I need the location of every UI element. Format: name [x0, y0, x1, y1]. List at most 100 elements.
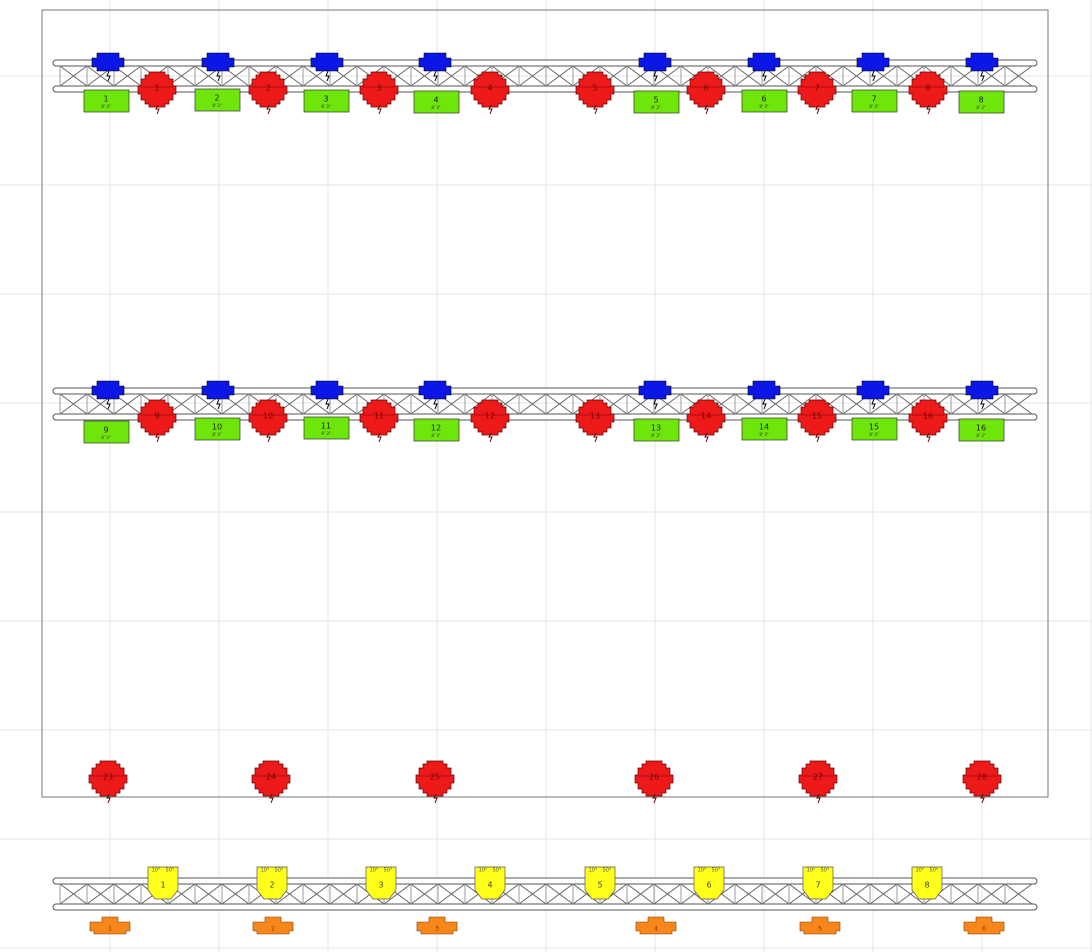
- orange-fixture: 2: [252, 916, 294, 935]
- tag-box: [633, 90, 680, 114]
- beam-angle: 10°: [589, 868, 598, 874]
- truss-brace: [896, 65, 925, 87]
- power-symbol: [816, 793, 821, 804]
- fixture-number: 1: [160, 881, 165, 890]
- fixture-number: 2: [271, 926, 275, 933]
- truss-brace: [545, 883, 574, 905]
- fixture-body: [310, 380, 344, 400]
- blue-fixture: [201, 380, 235, 410]
- tag-sub: 8' 3": [101, 435, 110, 440]
- truss-brace: [275, 883, 304, 905]
- power-symbol: [106, 398, 111, 410]
- fixture-number: 26: [649, 773, 659, 782]
- truss-brace: [653, 65, 682, 87]
- fixture-body: [965, 52, 999, 72]
- fixture-number: 4: [654, 926, 658, 933]
- fixture-body: [137, 399, 177, 436]
- blue-fixture: [91, 380, 125, 410]
- fixture-number: 3: [435, 926, 439, 933]
- fixture-body: [91, 52, 125, 72]
- fixture-body: [418, 52, 452, 72]
- tag-sub: 8' 3": [431, 105, 440, 110]
- truss-brace: [896, 393, 925, 415]
- tag-box: [741, 89, 788, 113]
- tag-label: 10: [212, 423, 222, 432]
- red-fixture: 10: [248, 399, 288, 443]
- truss-brace: [545, 65, 574, 87]
- channel-tag: 48' 3": [413, 90, 460, 114]
- orange-fixture: 6: [963, 916, 1005, 935]
- fixture-number: 1: [108, 926, 112, 933]
- field-angle: 50°: [384, 868, 393, 874]
- yellow-fixture: 10° 50° 1: [147, 866, 179, 900]
- fixture-number: 24: [266, 773, 276, 782]
- power-symbol: [815, 104, 820, 115]
- tag-label: 14: [759, 423, 769, 432]
- fixture-number: 3: [376, 84, 381, 93]
- truss-brace: [113, 883, 142, 905]
- power-symbol: [377, 432, 382, 443]
- channel-tag: 128' 3": [413, 418, 460, 442]
- truss-brace: [734, 883, 763, 905]
- truss-rail: [52, 59, 1038, 67]
- yellow-fixture: 10° 50° 4: [474, 866, 506, 900]
- red-fixture: 3: [359, 71, 399, 115]
- power-symbol: [488, 104, 493, 115]
- fixture-body: [693, 866, 725, 900]
- fixture-body: [248, 71, 288, 108]
- truss-brace: [545, 393, 574, 415]
- fixture-body: [575, 71, 615, 108]
- fixture-body: [584, 866, 616, 900]
- truss-brace: [221, 883, 250, 905]
- truss-brace: [59, 883, 88, 905]
- truss-brace: [221, 393, 250, 415]
- truss-brace: [221, 65, 250, 87]
- truss: [52, 387, 1038, 421]
- blue-fixture: [965, 380, 999, 410]
- tag-sub: 8' 3": [321, 431, 330, 436]
- power-symbol: [652, 793, 657, 804]
- power-symbol: [433, 398, 438, 410]
- power-symbol: [325, 398, 330, 410]
- fixture-body: [474, 866, 506, 900]
- power-symbol: [653, 398, 658, 410]
- fixture-number: 10: [263, 412, 273, 421]
- field-angle: 50°: [275, 868, 284, 874]
- fixture-body: [137, 71, 177, 108]
- tag-sub: 8' 3": [651, 105, 660, 110]
- red-fixture: 1: [137, 71, 177, 115]
- truss-brace: [653, 883, 682, 905]
- fixture-body: [88, 760, 128, 797]
- truss-brace: [1004, 883, 1033, 905]
- power-symbol: [762, 70, 767, 82]
- channel-tag: 138' 3": [633, 418, 680, 442]
- fixture-number: 27: [813, 773, 823, 782]
- orange-fixture: 4: [635, 916, 677, 935]
- fixture-number: 7: [815, 881, 820, 890]
- fixture-body: [962, 760, 1002, 797]
- truss-brace: [761, 393, 790, 415]
- channel-tag: 108' 3": [194, 417, 241, 441]
- blue-fixture: [638, 52, 672, 82]
- fixture-number: 7: [814, 84, 819, 93]
- tag-sub: 8' 3": [212, 103, 221, 108]
- fixture-body: [798, 760, 838, 797]
- power-symbol: [155, 104, 160, 115]
- field-angle: 50°: [603, 868, 612, 874]
- truss-brace: [518, 65, 547, 87]
- blue-fixture: [91, 52, 125, 82]
- beam-angle: 10°: [807, 868, 816, 874]
- tag-box: [851, 89, 898, 113]
- truss-brace: [977, 65, 1006, 87]
- truss-brace: [329, 393, 358, 415]
- truss-brace: [437, 393, 466, 415]
- truss-brace: [1004, 65, 1033, 87]
- tag-sub: 8' 3": [431, 433, 440, 438]
- tag-label: 5: [653, 96, 658, 105]
- tag-sub: 8' 3": [869, 104, 878, 109]
- tag-sub: 8' 3": [212, 432, 221, 437]
- tag-label: 13: [651, 424, 661, 433]
- truss-brace: [977, 883, 1006, 905]
- fixture-number: 6: [706, 881, 711, 890]
- yellow-fixture: 10° 50° 8: [911, 866, 943, 900]
